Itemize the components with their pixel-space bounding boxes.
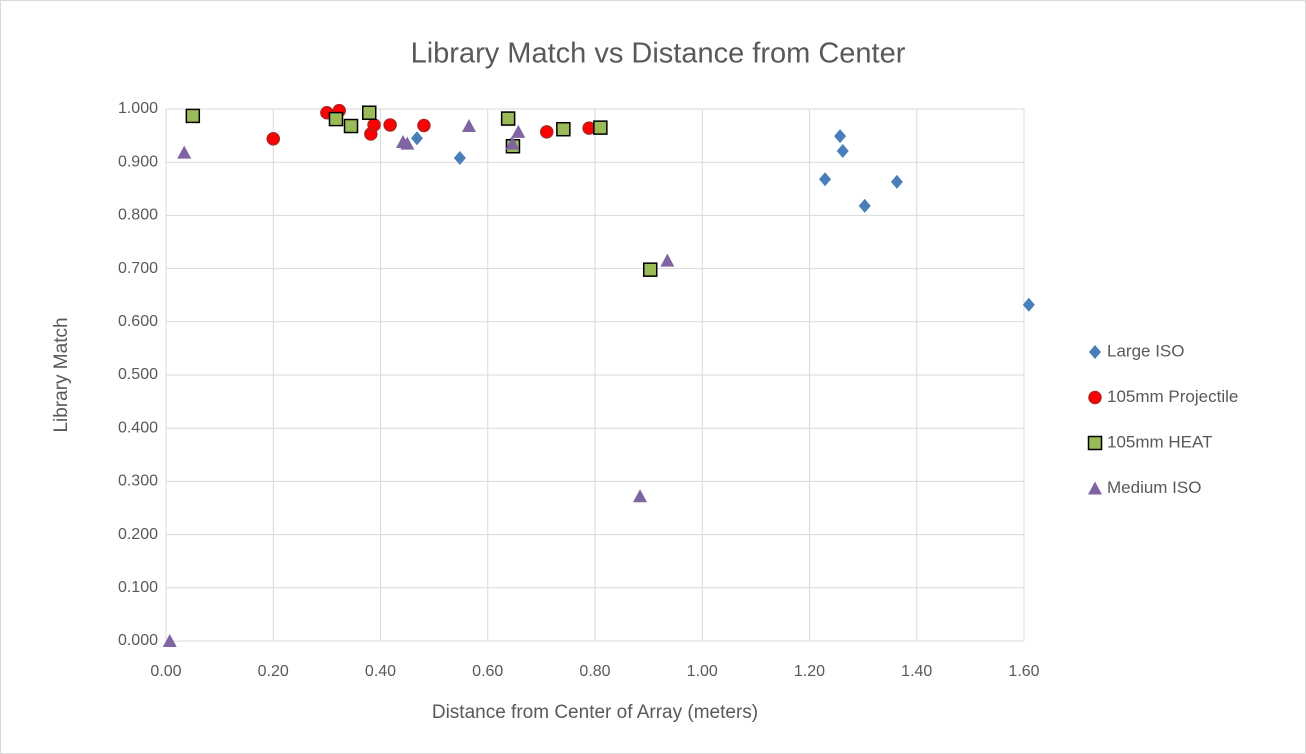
marker <box>633 489 648 503</box>
marker <box>593 120 608 135</box>
marker <box>367 118 381 132</box>
marker <box>890 174 903 189</box>
legend-label: 105mm Projectile <box>1107 387 1238 406</box>
legend-marker <box>1088 481 1102 495</box>
y-tick-label: 0.600 <box>118 313 158 330</box>
marker <box>266 132 280 146</box>
chart-title: Library Match vs Distance from Center <box>411 38 906 70</box>
y-tick-label: 0.800 <box>118 207 158 224</box>
x-tick-label: 0.80 <box>579 663 610 680</box>
y-tick-label: 0.500 <box>118 366 158 383</box>
y-tick-label: 0.900 <box>118 153 158 170</box>
marker <box>162 634 177 647</box>
legend-marker <box>1089 345 1101 359</box>
marker <box>361 105 377 120</box>
legend-label: Large ISO <box>1107 341 1185 360</box>
legend-label: 105mm HEAT <box>1107 432 1213 451</box>
marker <box>836 144 849 159</box>
marker <box>642 262 658 277</box>
y-tick-label: 0.200 <box>118 526 158 543</box>
marker <box>343 118 359 134</box>
x-tick-label: 1.40 <box>901 663 932 680</box>
y-tick-label: 0.400 <box>118 419 158 436</box>
marker <box>834 129 847 144</box>
y-axis-title: Library Match <box>51 317 72 432</box>
y-tick-label: 0.100 <box>118 579 158 596</box>
x-tick-label: 1.60 <box>1008 663 1039 680</box>
marker <box>500 111 516 126</box>
y-tick-label: 0.700 <box>118 260 158 277</box>
marker <box>417 118 431 133</box>
marker <box>660 253 675 267</box>
marker <box>858 198 871 213</box>
marker <box>400 136 415 150</box>
marker <box>328 111 344 127</box>
y-tick-label: 0.000 <box>118 632 158 649</box>
marker <box>511 124 526 138</box>
x-tick-label: 0.40 <box>365 663 396 680</box>
marker <box>1022 297 1035 312</box>
marker <box>185 108 201 124</box>
x-tick-label: 0.00 <box>150 663 181 680</box>
x-tick-label: 0.60 <box>472 663 503 680</box>
x-tick-label: 1.00 <box>687 663 718 680</box>
marker <box>505 136 520 150</box>
marker <box>177 145 192 159</box>
marker <box>410 131 423 146</box>
x-tick-label: 1.20 <box>794 663 825 680</box>
marker <box>556 121 571 137</box>
x-tick-label: 0.20 <box>258 663 289 680</box>
marker <box>383 118 397 132</box>
y-tick-label: 1.000 <box>118 100 158 117</box>
marker <box>539 125 554 139</box>
legend-marker <box>1088 390 1102 405</box>
legend-marker <box>1087 435 1103 451</box>
marker <box>453 150 466 165</box>
y-tick-label: 0.300 <box>118 473 158 490</box>
legend-label: Medium ISO <box>1107 478 1201 497</box>
marker <box>461 119 476 133</box>
marker <box>819 172 832 187</box>
x-axis-title: Distance from Center of Array (meters) <box>432 702 758 723</box>
